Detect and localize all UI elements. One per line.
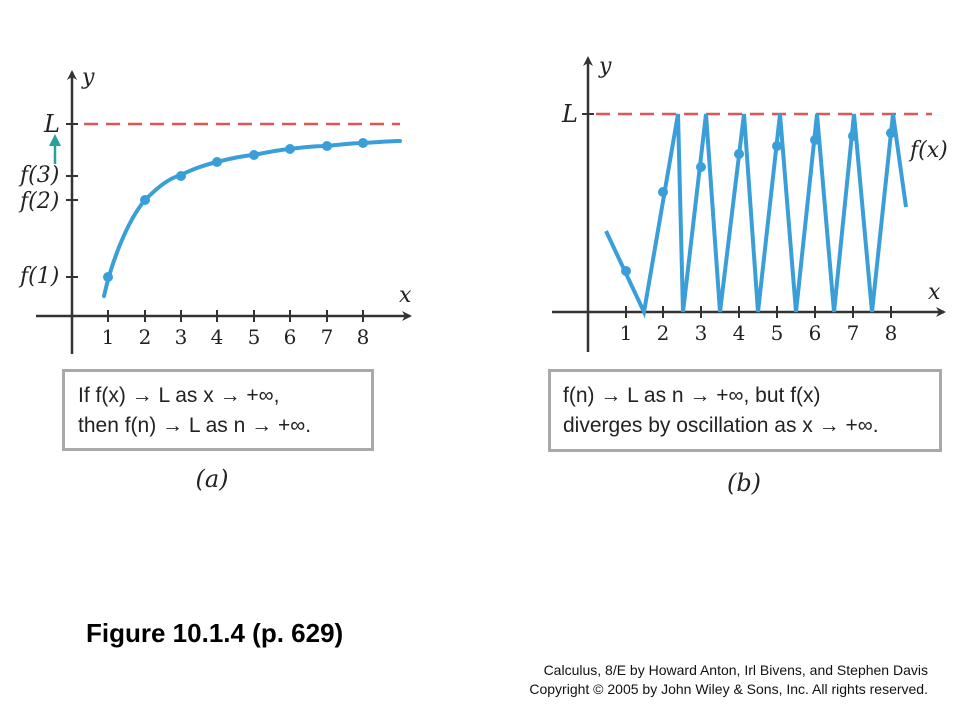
panel-b-xtick-6: 6: [809, 321, 822, 345]
panel-a-x-label: x: [399, 283, 412, 308]
panel-b-curve: [604, 113, 908, 319]
credit-line-1: Calculus, 8/E by Howard Anton, Irl Biven…: [543, 662, 928, 678]
panel-a-point: [212, 157, 222, 167]
figure-caption: Figure 10.1.4 (p. 629): [86, 618, 344, 648]
panel-b-statement-box: f(n) → L as n → +∞, but f(x) diverges by…: [548, 369, 942, 452]
panel-b-point: [848, 131, 858, 141]
panel-a-xtick-5: 5: [248, 325, 261, 349]
panel-a-xtick-7: 7: [321, 325, 334, 349]
panel-b-xtick-4: 4: [733, 321, 746, 345]
panel-a-sublabel: (a): [195, 465, 228, 493]
panel-b-limit-label: L: [561, 100, 578, 128]
panel-a-xtick-4: 4: [211, 325, 224, 349]
panel-a-xtick-3: 3: [175, 325, 188, 349]
panel-a-xtick-8: 8: [357, 325, 370, 349]
panel-a-point: [176, 171, 186, 181]
panel-a-xtick-6: 6: [284, 325, 297, 349]
panel-b-curve-label: f(x): [908, 138, 948, 163]
panel-b-point: [658, 187, 668, 197]
panel-a-y-label: y: [81, 65, 95, 90]
panel-b-point: [810, 135, 820, 145]
panel-b-y-label: y: [598, 54, 612, 79]
panel-b-point: [886, 128, 896, 138]
panel-b-points: [621, 128, 896, 276]
panel-b-xtick-3: 3: [695, 321, 708, 345]
panel-a-statement-line1: If f(x) → L as x → +∞,: [78, 384, 280, 407]
panel-b-x-ticks: [625, 306, 892, 318]
panel-b-xtick-2: 2: [657, 321, 670, 345]
panel-a-xtick-1: 1: [102, 325, 115, 349]
panel-a-statement-box: If f(x) → L as x → +∞, then f(n) → L as …: [62, 369, 374, 451]
credit-line-2: Copyright © 2005 by John Wiley & Sons, I…: [529, 681, 928, 697]
panel-b-point: [734, 149, 744, 159]
panel-b-xtick-7: 7: [847, 321, 860, 345]
panel-a-tick-f2: f(2): [18, 189, 59, 214]
panel-b-point: [772, 141, 782, 151]
panel-b-graph: y x L 1 2 3 4 5 6 7 8: [552, 54, 948, 497]
panel-a-point: [285, 144, 295, 154]
panel-a-x-ticks: [107, 310, 364, 322]
panel-b-statement-line1: f(n) → L as n → +∞, but f(x): [563, 384, 821, 407]
panel-a-point: [249, 150, 259, 160]
panel-b-xtick-1: 1: [620, 321, 633, 345]
panel-a-point: [103, 272, 113, 282]
panel-a-points: [103, 138, 368, 282]
panel-b-sublabel: (b): [727, 469, 761, 497]
panel-a-point: [358, 138, 368, 148]
panel-a-point: [322, 141, 332, 151]
copyright-credit: Calculus, 8/E by Howard Anton, Irl Biven…: [529, 661, 928, 699]
panel-a-y-ticks: [66, 123, 78, 278]
panel-a-statement-line2: then f(n) → L as n → +∞.: [78, 414, 312, 437]
panel-a-point: [140, 195, 150, 205]
panel-a-limit-label: L: [43, 110, 60, 138]
panel-a-curve: [102, 139, 402, 298]
panel-a-tick-f3: f(3): [18, 163, 59, 188]
panel-b-x-label: x: [928, 280, 941, 305]
panel-a-xtick-2: 2: [139, 325, 152, 349]
panel-a-graph: y x L f(1) f(2) f(3) 1 2: [18, 65, 412, 493]
panel-b-point: [696, 162, 706, 172]
panel-b-xtick-8: 8: [885, 321, 898, 345]
panel-a-tick-f1: f(1): [18, 264, 59, 289]
panel-b-statement-line2: diverges by oscillation as x → +∞.: [563, 414, 879, 437]
panel-b-xtick-5: 5: [771, 321, 784, 345]
panel-b-point: [621, 266, 631, 276]
